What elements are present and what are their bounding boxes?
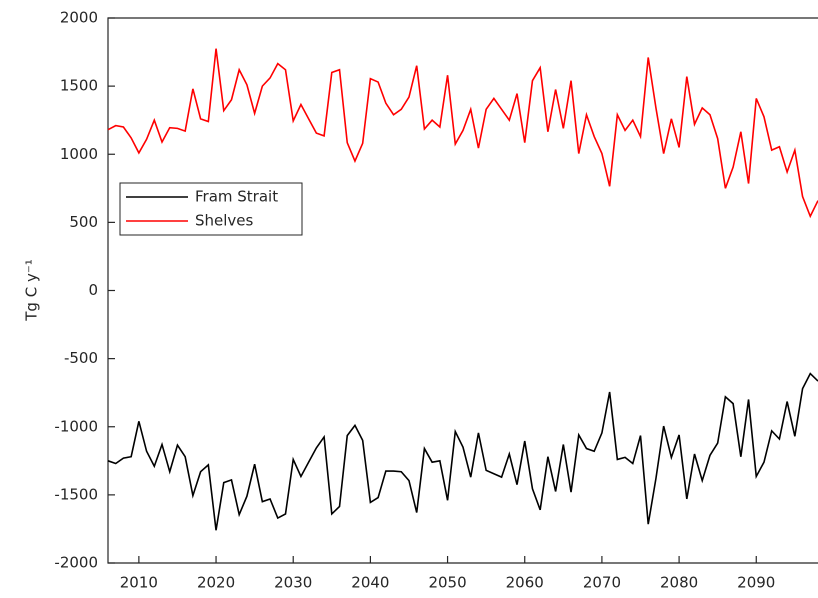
- line-series: [107, 48, 818, 219]
- y-axis-label: Tg C y⁻¹: [23, 259, 41, 322]
- x-tick-label: 2060: [506, 574, 544, 592]
- x-tick-label: 2040: [351, 574, 389, 592]
- legend-label: Fram Strait: [195, 188, 278, 206]
- y-tick-label: -500: [64, 349, 98, 367]
- y-tick-label: 0: [88, 281, 98, 299]
- line-series: [107, 372, 818, 531]
- x-tick-label: 2010: [120, 574, 158, 592]
- legend-label: Shelves: [195, 212, 254, 230]
- y-tick-label: -1500: [54, 485, 98, 503]
- y-tick-label: -2000: [54, 554, 98, 572]
- x-tick-label: 2090: [737, 574, 775, 592]
- y-tick-label: 1500: [60, 77, 98, 95]
- x-tick-label: 2030: [274, 574, 312, 592]
- x-tick-label: 2020: [197, 574, 235, 592]
- y-tick-label: -1000: [54, 417, 98, 435]
- y-tick-label: 2000: [60, 9, 98, 27]
- y-tick-label: 1000: [60, 145, 98, 163]
- x-tick-label: 2050: [428, 574, 466, 592]
- y-tick-label: 500: [69, 213, 98, 231]
- x-tick-label: 2080: [660, 574, 698, 592]
- x-tick-label: 2070: [583, 574, 621, 592]
- legend-box: [119, 182, 303, 236]
- axes: [107, 17, 818, 564]
